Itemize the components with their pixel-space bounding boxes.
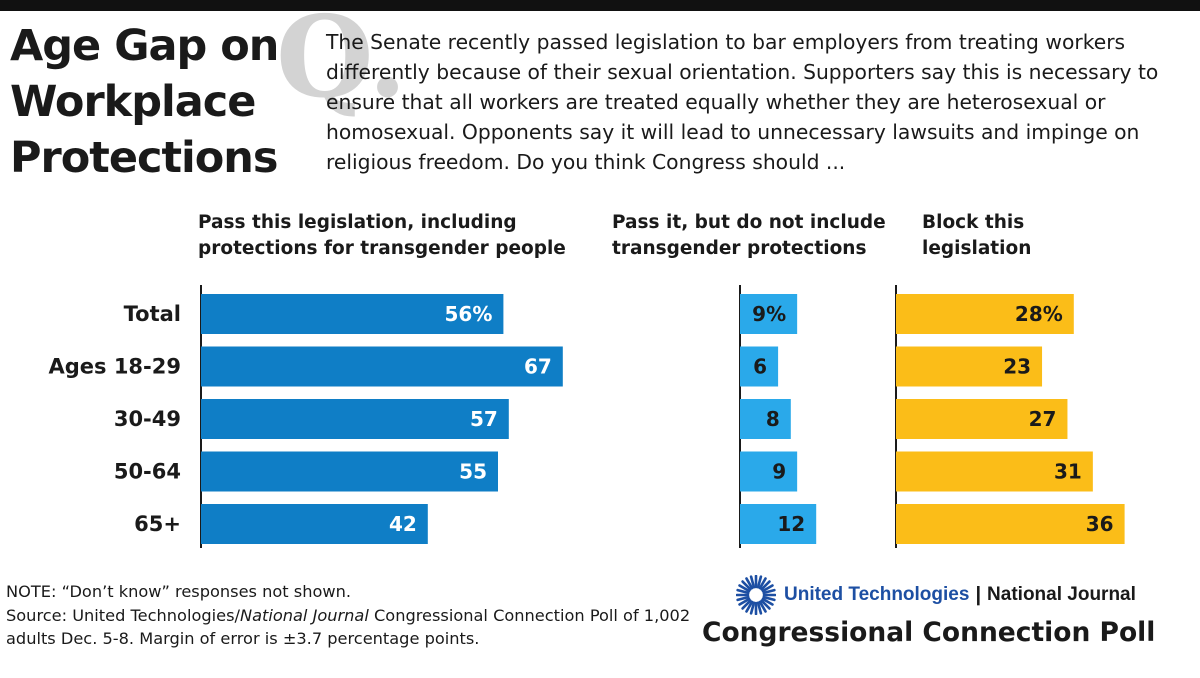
data-label-pass-all: 67	[524, 355, 552, 379]
question-text: The Senate recently passed legislation t…	[326, 30, 1159, 174]
data-label-pass-partial: 6	[753, 355, 767, 379]
bar-pass-partial	[740, 294, 798, 334]
source-note: NOTE: “Don’t know” responses not shown. …	[6, 580, 696, 651]
page-title: Age Gap on Workplace Protections	[10, 21, 279, 183]
category-label: Ages 18-29	[48, 355, 181, 379]
bar-block	[896, 451, 1093, 492]
category-label: Total	[124, 302, 181, 326]
data-label-pass-all: 56%	[445, 302, 493, 326]
bar-pass-partial	[740, 346, 779, 387]
data-label-block: 36	[1086, 512, 1114, 536]
bar-pass-partial	[740, 451, 798, 492]
data-label-pass-partial: 9%	[752, 302, 786, 326]
data-label-block: 28%	[1015, 302, 1063, 326]
bar-block	[896, 346, 1043, 387]
bar-pass-all	[201, 346, 563, 387]
bar-pass-partial	[740, 504, 817, 544]
source-publication: National Journal	[239, 605, 369, 625]
bar-block	[896, 399, 1068, 439]
brand-line: United Technologies | National Journal	[736, 574, 1136, 616]
bar-pass-partial	[740, 399, 791, 439]
data-label-block: 27	[1029, 407, 1057, 431]
column-header-pass-partial: Pass it, but do not include transgender …	[612, 212, 886, 259]
bar-chart: Total 56% 9% 28% Ages 18-29 67 6 23 30-49 57 8 27 50…	[48, 285, 1125, 548]
question-mark-graphic: Q.	[276, 0, 407, 123]
bar-pass-all	[201, 504, 428, 544]
poll-name: Congressional Connection Poll	[702, 617, 1156, 648]
bar-block	[896, 504, 1125, 544]
note-line: NOTE: “Don’t know” responses not shown.	[6, 582, 352, 601]
data-label-pass-all: 42	[389, 512, 417, 536]
category-label: 50-64	[114, 460, 181, 484]
data-label-pass-partial: 9	[772, 460, 786, 484]
data-label-block: 31	[1054, 460, 1082, 484]
category-label: 65+	[134, 512, 181, 536]
brand-separator: |	[975, 583, 982, 606]
brand-partner: National Journal	[987, 584, 1136, 605]
bar-pass-all	[201, 399, 509, 439]
column-header-block: Block this legislation	[922, 212, 1032, 259]
bar-block	[896, 294, 1074, 334]
data-label-pass-all: 57	[470, 407, 498, 431]
data-label-pass-partial: 12	[777, 512, 805, 536]
top-rule	[0, 0, 1200, 11]
category-label: 30-49	[114, 407, 181, 431]
data-label-pass-partial: 8	[766, 407, 780, 431]
bar-pass-all	[201, 451, 498, 492]
brand-company: United Technologies	[784, 584, 970, 605]
column-header-pass-all: Pass this legislation, including protect…	[198, 212, 566, 259]
source-suffix: Congressional Connection Poll of 1,002 a…	[6, 605, 691, 649]
source-prefix: Source: United Technologies/	[6, 605, 240, 625]
data-label-pass-all: 55	[459, 460, 487, 484]
bar-pass-all	[201, 294, 504, 334]
data-label-block: 23	[1003, 355, 1031, 379]
united-technologies-logo-icon	[736, 575, 776, 615]
